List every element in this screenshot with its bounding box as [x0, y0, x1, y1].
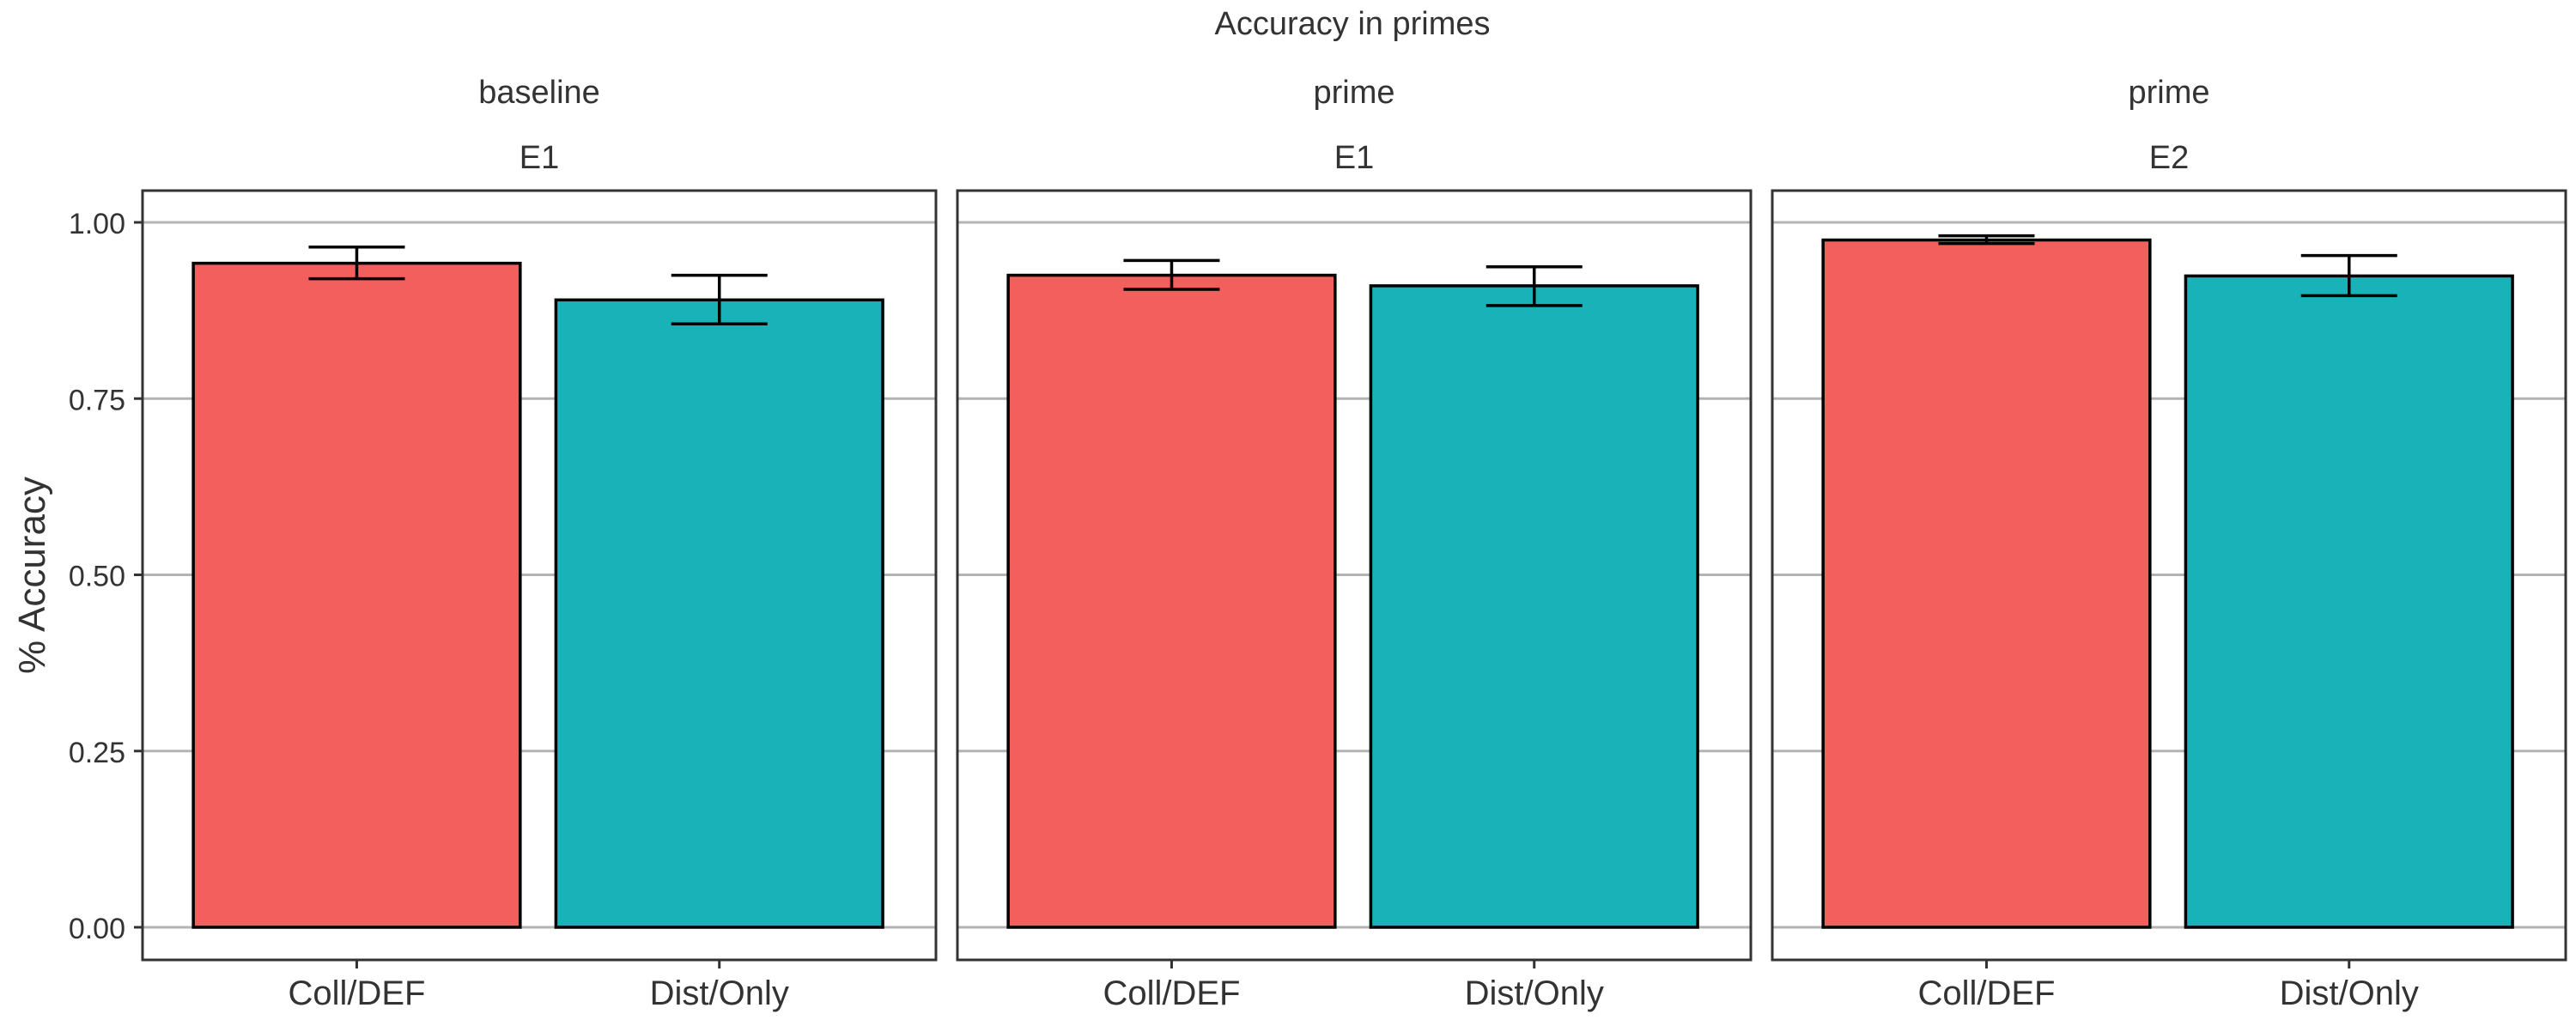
facet-strip-bottom: E1 — [1334, 140, 1374, 176]
chart-title: Accuracy in primes — [1215, 6, 1491, 42]
y-tick-label: 0.75 — [69, 384, 125, 416]
panel-border — [141, 189, 938, 962]
y-tick-label: 0.00 — [69, 913, 125, 945]
bar — [191, 261, 522, 929]
facet-strip-top: prime — [1313, 75, 1394, 111]
bar — [2184, 274, 2514, 929]
x-tick-label: Coll/DEF — [1917, 974, 2055, 1012]
y-tick-label: 0.50 — [69, 561, 125, 593]
y-axis-label: % Accuracy — [11, 477, 53, 674]
panel-border — [1771, 189, 2567, 962]
bar — [1821, 238, 2152, 929]
x-tick-label: Dist/Only — [650, 974, 789, 1012]
facet-panel: prime E2 Coll/DEF Dist/Only — [1771, 75, 2567, 1012]
bar — [1006, 273, 1337, 929]
x-tick-label: Dist/Only — [2280, 974, 2419, 1012]
facet-panel: baseline E1 Coll/DEF Dist/Only — [141, 75, 938, 1012]
y-tick-label: 0.25 — [69, 737, 125, 769]
bar — [554, 298, 884, 929]
facet-strip-top: prime — [2128, 75, 2209, 111]
facet-strip-top: baseline — [478, 75, 600, 111]
x-tick-label: Coll/DEF — [1103, 974, 1240, 1012]
y-tick-label: 1.00 — [69, 208, 125, 240]
bar — [1369, 284, 1699, 929]
facet-strip-bottom: E2 — [2149, 140, 2189, 176]
facet-panel: prime E1 Coll/DEF Dist/Only — [956, 75, 1753, 1012]
facet-strip-bottom: E1 — [519, 140, 559, 176]
x-tick-label: Coll/DEF — [288, 974, 425, 1012]
panels-layer: 0.00 0.25 0.50 0.75 1.00 baseline E1 Coll/DEF Di… — [69, 75, 2567, 1012]
x-tick-label: Dist/Only — [1465, 974, 1604, 1012]
panel-border — [956, 189, 1753, 962]
